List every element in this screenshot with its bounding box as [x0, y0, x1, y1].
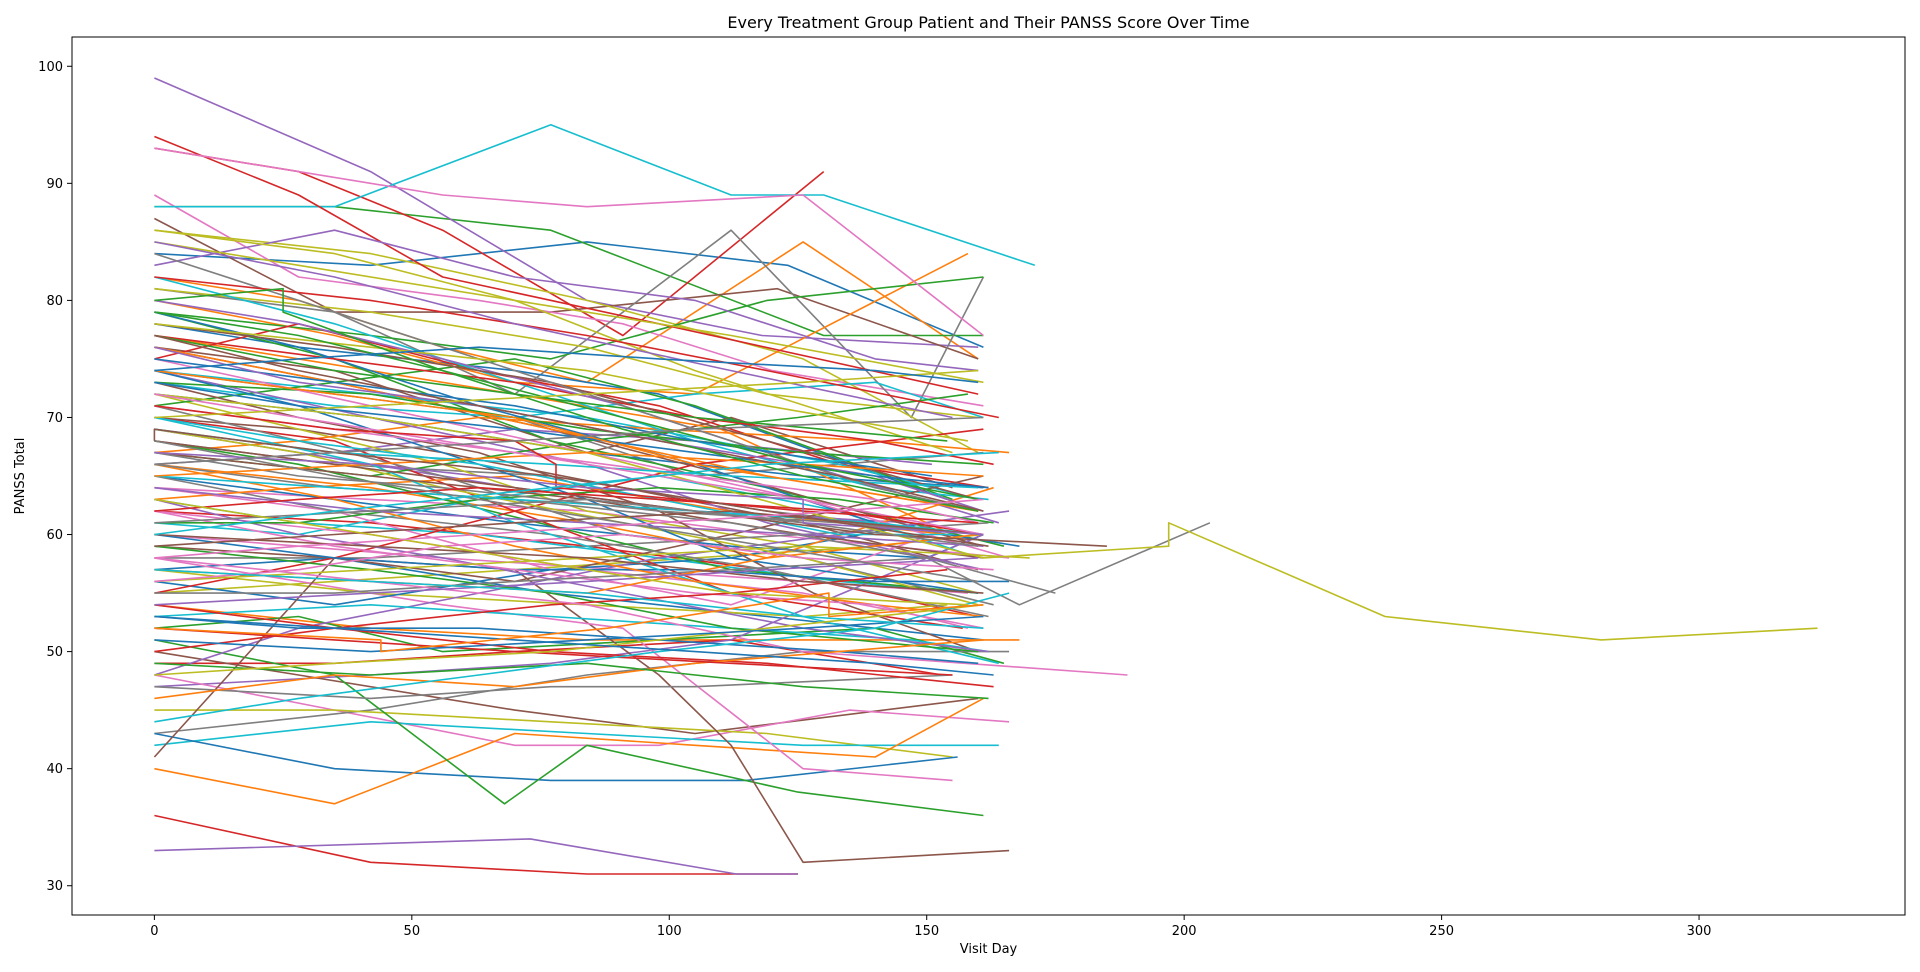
x-tick-label: 200 [1172, 924, 1197, 939]
patient-series-line [154, 615, 994, 676]
patient-series-line [154, 615, 1005, 665]
patient-series-line [154, 533, 994, 583]
x-axis-label: Visit Day [960, 942, 1018, 957]
patient-series-line [154, 369, 979, 512]
patient-series-line [154, 416, 999, 665]
patient-series-line [154, 252, 969, 395]
patient-series-line [154, 557, 953, 782]
x-axis: 0 50 100 150 200 250 300 [150, 915, 1711, 939]
patient-series-line [154, 416, 984, 466]
patient-series-line [154, 241, 953, 419]
patient-series-line [154, 229, 985, 419]
patient-series-line [154, 287, 979, 419]
patient-series-line [153, 428, 989, 547]
patient-series-line [154, 639, 984, 700]
patient-series-line [154, 440, 979, 594]
patient-series-line [154, 77, 979, 348]
x-tick-label: 150 [914, 924, 939, 939]
x-tick-label: 250 [1429, 924, 1454, 939]
patient-series-line [154, 135, 979, 395]
patient-series-line [154, 311, 979, 501]
patient-series-line [154, 545, 979, 653]
patient-series-line [154, 451, 999, 536]
patient-series-line [154, 838, 798, 875]
patient-series-line [154, 252, 979, 512]
patient-series-line [154, 358, 953, 501]
patient-series-line [154, 732, 958, 782]
patient-series-line [154, 639, 984, 817]
y-axis-label: PANSS Total [13, 438, 28, 515]
patient-series-line [154, 627, 953, 676]
patient-series-line [154, 369, 979, 419]
patient-series-line [154, 440, 979, 583]
patient-series-line [154, 533, 984, 594]
series-group [153, 77, 1818, 875]
y-axis: 30 40 50 60 70 80 90 100 [38, 60, 72, 894]
patient-series-line [154, 650, 1010, 735]
patient-series-line [154, 451, 984, 536]
patient-series-line [154, 334, 984, 512]
y-tick-label: 100 [38, 60, 63, 75]
patient-series-line [154, 416, 953, 536]
patient-series-line [154, 604, 984, 676]
y-tick-label: 30 [46, 879, 63, 894]
patient-series-line [154, 229, 953, 454]
patient-series-line [154, 323, 969, 442]
chart-title: Every Treatment Group Patient and Their … [727, 13, 1249, 32]
patient-series-line [154, 510, 969, 629]
patient-series-line [154, 662, 989, 700]
patient-series-line [154, 486, 984, 547]
patient-series-line [154, 205, 984, 337]
patient-series-line [154, 592, 984, 653]
patient-series-line [154, 358, 933, 477]
x-tick-label: 100 [657, 924, 682, 939]
x-tick-label: 300 [1687, 924, 1712, 939]
patient-series-line [154, 814, 798, 875]
plot-frame [71, 36, 1906, 916]
y-tick-label: 60 [46, 528, 63, 543]
patient-series-line [154, 720, 999, 747]
y-tick-label: 70 [46, 411, 63, 426]
patient-series-line [154, 241, 984, 348]
patient-series-line [154, 709, 953, 758]
patient-series-line [154, 557, 1128, 676]
patient-series-line [154, 498, 984, 559]
patient-series-line [154, 276, 984, 360]
patient-series-line [154, 674, 953, 700]
patient-series-line [154, 346, 979, 384]
y-tick-label: 90 [46, 177, 63, 192]
patient-series-line [154, 276, 999, 419]
patient-series-line [154, 241, 979, 384]
patient-series-line [154, 557, 979, 606]
y-tick-label: 50 [46, 645, 63, 660]
x-tick-label: 0 [150, 924, 158, 939]
patient-series-line [154, 393, 984, 536]
patient-series-line [154, 194, 984, 407]
patient-series-line [154, 451, 984, 536]
patient-series-line [154, 287, 979, 512]
patient-series-line [154, 369, 979, 594]
x-tick-label: 50 [404, 924, 421, 939]
patient-series-line [154, 428, 984, 594]
patient-series-line [154, 463, 984, 618]
patient-series-line [154, 615, 979, 665]
patient-series-line [154, 393, 1818, 641]
patient-series-line [154, 147, 984, 337]
patient-series-line [154, 124, 1036, 267]
patient-series-line [154, 568, 984, 629]
y-tick-label: 40 [46, 762, 63, 777]
patient-series-line [154, 615, 984, 653]
patient-series-line [154, 229, 979, 372]
y-tick-label: 80 [46, 294, 63, 309]
patient-series-line [154, 346, 953, 489]
patient-series-line [154, 697, 984, 805]
